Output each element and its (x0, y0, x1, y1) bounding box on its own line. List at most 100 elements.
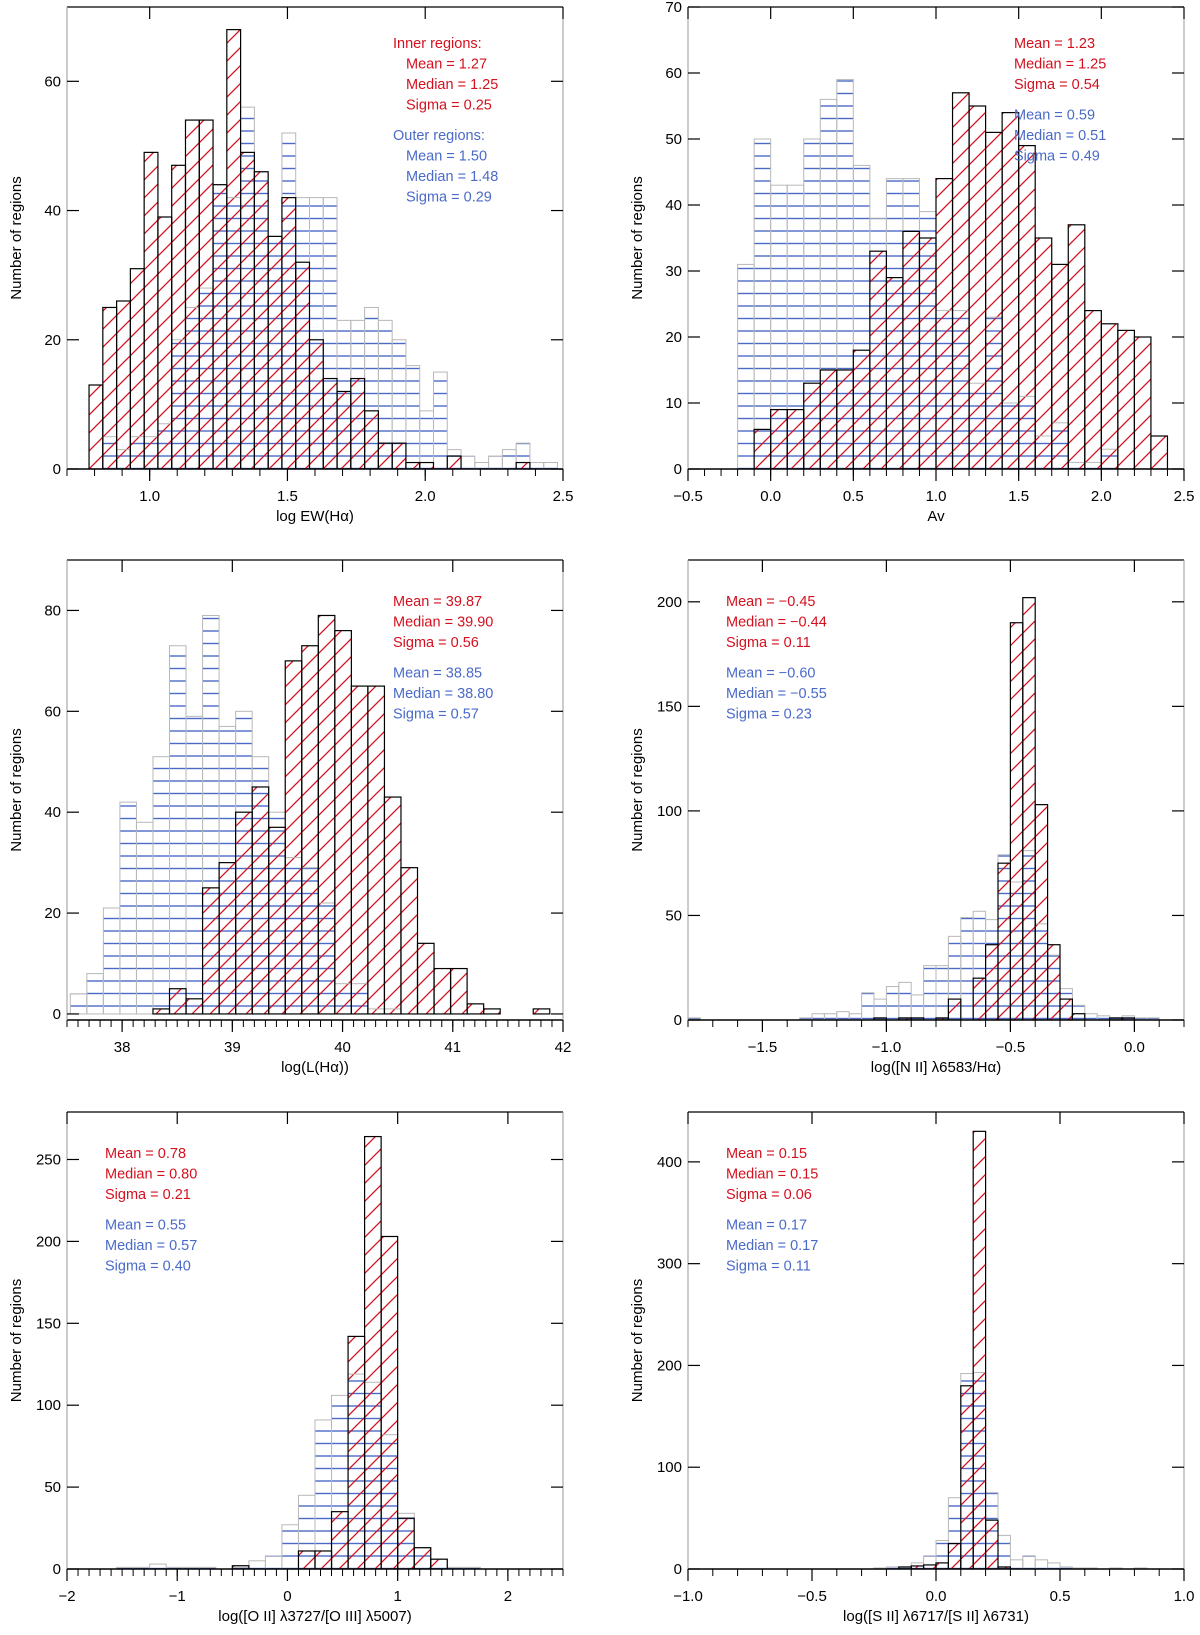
x-tick-label: 39 (224, 1039, 241, 1056)
outer-bar (849, 1013, 862, 1020)
x-tick-label: 2 (504, 1588, 512, 1605)
outer-outlines (116, 1373, 481, 1569)
inner-bar (1134, 337, 1151, 469)
y-axis-title: Number of regions (8, 1279, 25, 1402)
inner-bar (853, 350, 870, 469)
inner-bar (898, 1017, 912, 1020)
inner-stat-line: Sigma = 0.11 (726, 635, 811, 651)
inner-bar (116, 301, 131, 469)
x-tick-label: −0.5 (996, 1039, 1026, 1056)
y-tick-label: 150 (36, 1315, 61, 1332)
x-tick-label: 0.0 (1124, 1039, 1145, 1056)
x-tick-label: 1.0 (1174, 1588, 1195, 1605)
inner-bar (1150, 436, 1168, 469)
inner-stat-line: Mean = 0.78 (105, 1146, 186, 1162)
inner-bar (985, 1520, 998, 1569)
y-tick-label: 40 (665, 197, 682, 214)
inner-bar (1117, 330, 1135, 469)
inner-bar (898, 1566, 912, 1569)
outer-bar (1010, 1559, 1023, 1569)
inner-bar (157, 217, 172, 469)
inner-bar (364, 410, 379, 469)
outer-bar (169, 645, 187, 1014)
outer-bar (419, 410, 434, 469)
inner-bar (351, 686, 368, 1014)
outer-bar (936, 965, 949, 1020)
x-tick-label: −1.5 (748, 1039, 778, 1056)
outer-bar (152, 756, 170, 1014)
inner-bar-outline (984, 1519, 999, 1569)
inner-bar (985, 132, 1003, 469)
outer-bar (1035, 1559, 1048, 1569)
inner-bar (998, 863, 1011, 1020)
inner-bar (952, 92, 970, 469)
outer-stat-line: Median = 0.57 (105, 1238, 197, 1254)
outer-stat-line: Sigma = 0.29 (406, 190, 492, 206)
outer-bar (502, 449, 517, 469)
x-tick-label: −2 (58, 1588, 75, 1605)
inner-bar (185, 120, 200, 469)
inner-bar (384, 797, 401, 1014)
inner-bar (1051, 264, 1069, 469)
inner-bar (1068, 224, 1085, 469)
x-tick-label: −1.0 (872, 1039, 902, 1056)
inner-bar (102, 307, 117, 469)
x-tick-label: 0.5 (843, 488, 864, 505)
stats-annotation: Mean = 39.87 Median = 39.90 Sigma = 0.56 Me… (393, 594, 493, 723)
panel-oii-oiii: −2 −1 0 1 2 0 50 100 150 200 250 log([O II] λ3727/[… (8, 1111, 564, 1625)
inner-bar (337, 391, 351, 469)
inner-bar-outline (1133, 336, 1152, 469)
inner-bar (226, 29, 241, 469)
y-axis-title: Number of regions (629, 728, 646, 851)
inner-bar (252, 786, 269, 1014)
y-tick-label: 20 (44, 905, 61, 922)
outer-bar-outline (198, 1566, 217, 1569)
outer-stat-line: Sigma = 0.40 (105, 1259, 191, 1275)
inner-stat-line: Median = 1.25 (1014, 57, 1106, 73)
inner-bar (973, 978, 986, 1020)
outer-bar (405, 365, 420, 469)
outer-bar (688, 1017, 701, 1020)
outer-bar (1022, 1555, 1036, 1569)
outer-bar (378, 320, 393, 469)
inner-bar (315, 1550, 332, 1569)
inner-bar (364, 1136, 382, 1569)
outer-bar (447, 1567, 464, 1569)
outer-bar (281, 1524, 299, 1569)
y-tick-label: 0 (53, 1006, 61, 1023)
inner-series (232, 1136, 448, 1569)
inner-bar (803, 383, 821, 469)
inner-outlines (152, 614, 551, 1015)
outer-stat-line: Outer regions: (393, 128, 485, 144)
inner-stat-line: Median = 39.90 (393, 615, 493, 631)
stats-annotation: Mean = 1.23 Median = 1.25 Sigma = 0.54 Mean… (1014, 36, 1106, 165)
y-tick-label: 0 (674, 1012, 682, 1029)
outer-bar (86, 973, 104, 1014)
outer-bar (166, 1567, 183, 1569)
inner-bar (434, 968, 451, 1014)
inner-bar (430, 1559, 448, 1569)
inner-bar (202, 887, 220, 1014)
inner-bar (516, 462, 530, 469)
inner-stat-line: Mean = 39.87 (393, 594, 482, 610)
x-tick-label: −0.5 (797, 1588, 827, 1605)
inner-bar (419, 462, 434, 469)
inner-bar (397, 1518, 415, 1569)
y-tick-label: 300 (657, 1256, 682, 1273)
outer-bar (923, 965, 936, 1020)
inner-bar (331, 1511, 349, 1569)
outer-bar (812, 1013, 825, 1020)
y-tick-label: 40 (44, 203, 61, 220)
outer-bar (1146, 1017, 1160, 1020)
stats-annotation: Inner regions: Mean = 1.27 Median = 1.25 Si… (393, 36, 498, 206)
y-tick-label: 200 (657, 594, 682, 611)
outer-bar (103, 908, 120, 1014)
outer-bar (1047, 1562, 1060, 1569)
inner-bar (936, 178, 953, 469)
y-axis-title: Number of regions (629, 1279, 646, 1402)
inner-bar (1072, 1013, 1085, 1020)
outer-bar (463, 1567, 481, 1569)
inner-bar (447, 456, 462, 469)
x-tick-label: 40 (334, 1039, 351, 1056)
outer-bar (116, 1567, 134, 1569)
